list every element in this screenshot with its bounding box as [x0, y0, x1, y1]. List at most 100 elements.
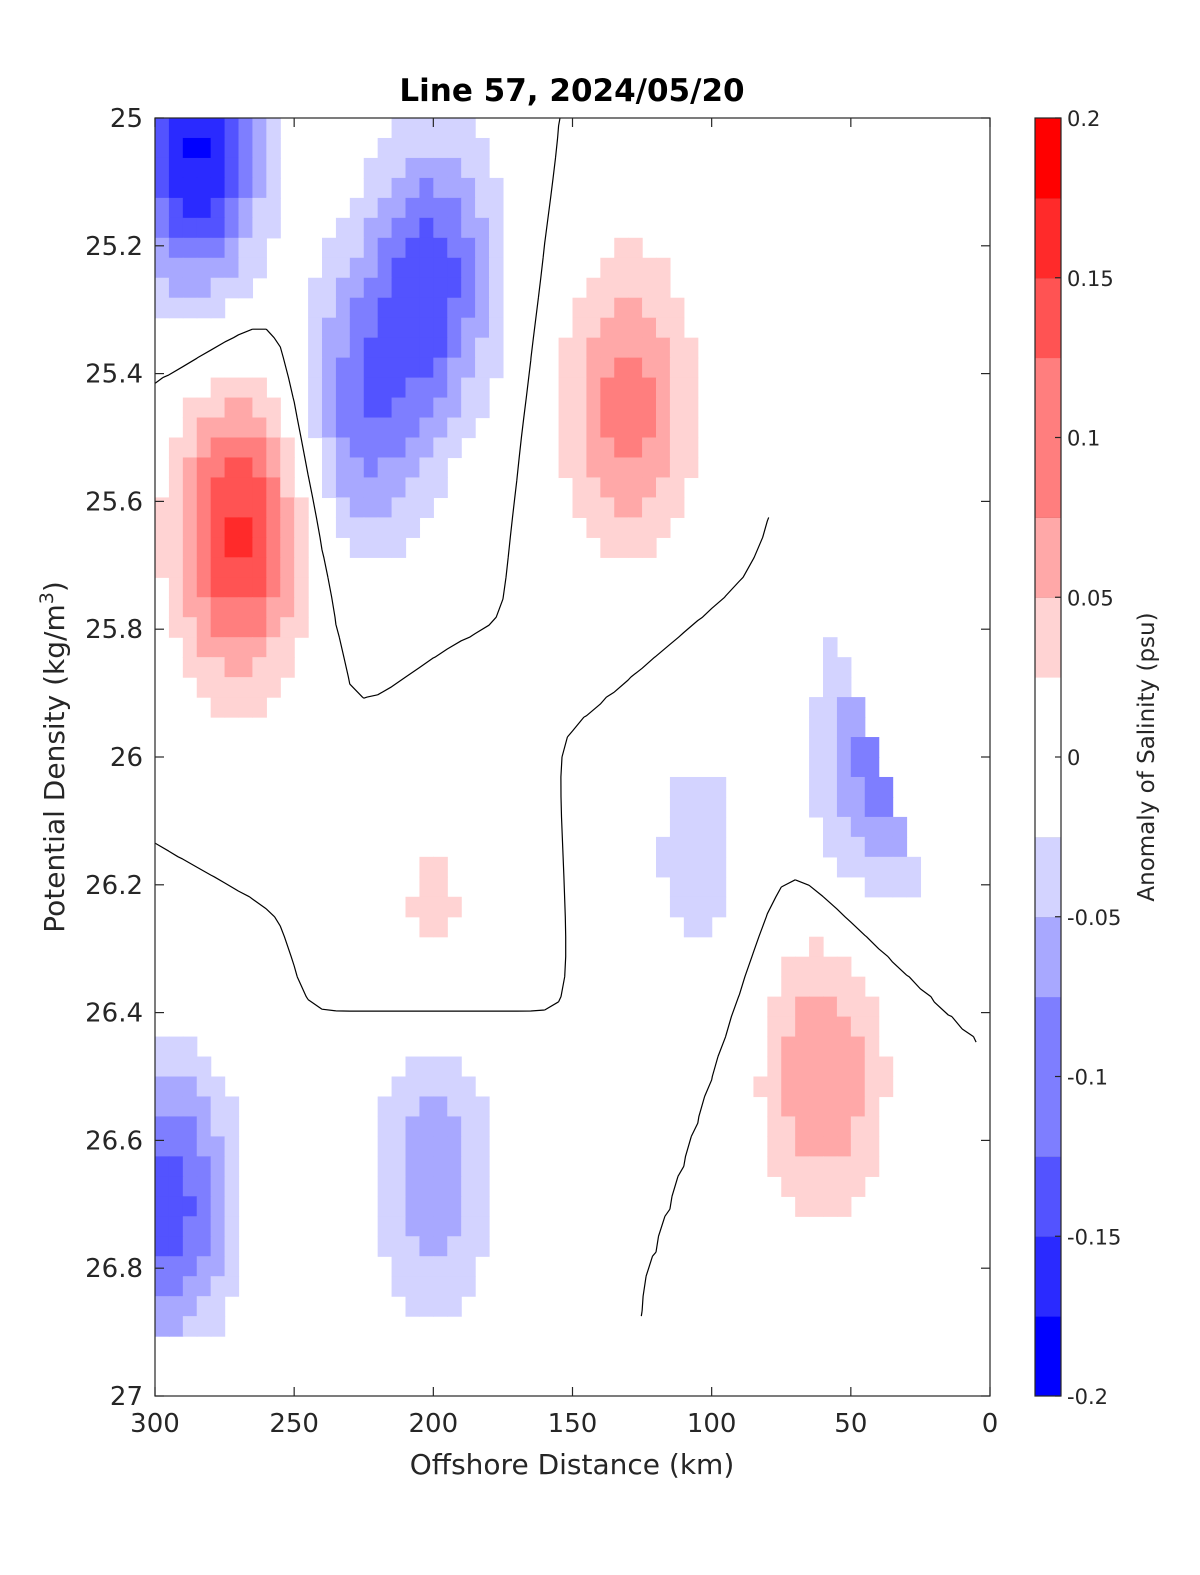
heatmap-cell [419, 177, 434, 199]
heatmap-cell [377, 417, 393, 439]
heatmap-cell [419, 1116, 434, 1138]
heatmap-cell [433, 457, 448, 479]
heatmap-cell [447, 1236, 462, 1257]
heatmap-cell [322, 457, 337, 479]
heatmap-cell [447, 137, 462, 159]
heatmap-cell [447, 257, 462, 279]
heatmap-cell [864, 757, 880, 778]
heatmap-cell [308, 377, 323, 399]
heatmap-cell [377, 1116, 393, 1138]
heatmap-cell [405, 397, 421, 419]
heatmap-cell [767, 1036, 782, 1058]
heatmap-cell [683, 397, 699, 419]
heatmap-cell [433, 1056, 448, 1078]
y-axis: 25 25.2 25.4 25.6 25.8 26 26.2 26.4 26.6 26.8 27 [85, 104, 990, 1412]
heatmap-cell [349, 537, 365, 558]
heatmap-cell [767, 1136, 782, 1157]
heatmap-cell [475, 1196, 490, 1217]
heatmap-cell [294, 537, 309, 558]
heatmap-cell [363, 237, 379, 259]
heatmap-cell [224, 377, 240, 399]
heatmap-cell [405, 137, 421, 159]
heatmap-cell [335, 457, 351, 479]
heatmap-cell [196, 1216, 212, 1237]
heatmap-cell [419, 1156, 434, 1177]
heatmap-cell [656, 257, 671, 279]
heatmap-cell [892, 836, 908, 858]
heatmap-cell [238, 397, 254, 419]
heatmap-cell [391, 1216, 407, 1237]
heatmap-cell [377, 1096, 393, 1118]
heatmap-cell [711, 836, 727, 858]
heatmap-cell [447, 1176, 462, 1197]
heatmap-cell [447, 1296, 462, 1317]
heatmap-cell [447, 397, 462, 419]
heatmap-cell [294, 577, 309, 598]
x-tick-label: 50 [834, 1409, 867, 1439]
heatmap-cell [182, 137, 198, 159]
heatmap-cell [642, 337, 657, 359]
heatmap-cell [155, 1116, 170, 1138]
y-tick-label: 25.8 [85, 615, 143, 645]
heatmap-cell [182, 597, 198, 618]
heatmap-cell [224, 1136, 240, 1157]
heatmap-cell [795, 956, 810, 978]
heatmap-cell [266, 217, 281, 239]
heatmap-cell [322, 317, 337, 339]
heatmap-cell [168, 1136, 184, 1157]
heatmap-cell [447, 157, 462, 179]
heatmap-cell [864, 856, 880, 878]
heatmap-cell [210, 537, 226, 558]
heatmap-cell [308, 357, 323, 379]
heatmap-cell [642, 377, 657, 399]
heatmap-cell [697, 776, 713, 798]
y-tick-label: 25.2 [85, 232, 143, 262]
heatmap-cell [447, 896, 462, 918]
heatmap-cell [182, 277, 198, 299]
heatmap-cell [182, 1196, 198, 1217]
heatmap-cell [447, 177, 462, 199]
heatmap-cell [836, 976, 852, 998]
heatmap-cell [168, 217, 184, 239]
heatmap-cell [196, 137, 212, 159]
heatmap-cell [210, 1076, 226, 1098]
heatmap-cell [266, 417, 281, 439]
heatmap-cell [266, 657, 281, 678]
heatmap-cell [419, 1096, 434, 1118]
heatmap-cell [196, 1316, 212, 1337]
y-tick-label: 26.4 [85, 999, 143, 1029]
heatmap-cell [335, 337, 351, 359]
heatmap-cell [155, 257, 170, 279]
heatmap-cell [697, 856, 713, 878]
heatmap-cell [391, 497, 407, 518]
heatmap-cell [767, 996, 782, 1018]
heatmap-cell [628, 537, 643, 558]
heatmap-cell [642, 277, 657, 299]
heatmap-cell [266, 177, 281, 199]
heatmap-cell [767, 1116, 782, 1138]
heatmap-cell [252, 677, 267, 698]
heatmap-cell [280, 497, 295, 518]
heatmap-cell [224, 517, 240, 538]
heatmap-cell [196, 118, 212, 139]
heatmap-cell [419, 237, 434, 259]
heatmap-cell [196, 1236, 212, 1257]
heatmap-cell [224, 1276, 240, 1297]
heatmap-cell [155, 1316, 170, 1337]
x-tick-label: 100 [687, 1409, 737, 1439]
heatmap-cell [669, 317, 685, 339]
heatmap-cell [642, 517, 657, 538]
heatmap-cell [405, 896, 421, 918]
heatmap-cell [182, 157, 198, 179]
heatmap-cell [809, 956, 824, 978]
heatmap-cell [377, 1136, 393, 1157]
heatmap-cell [405, 257, 421, 279]
heatmap-cell [252, 137, 267, 159]
heatmap-cell [419, 137, 434, 159]
colorbar-tick-label: -0.15 [1067, 1225, 1121, 1249]
heatmap-cell [656, 437, 671, 459]
heatmap-cell [433, 177, 448, 199]
heatmap-cell [377, 1236, 393, 1257]
heatmap-cell [377, 1176, 393, 1197]
colorbar-segment [1035, 597, 1061, 678]
